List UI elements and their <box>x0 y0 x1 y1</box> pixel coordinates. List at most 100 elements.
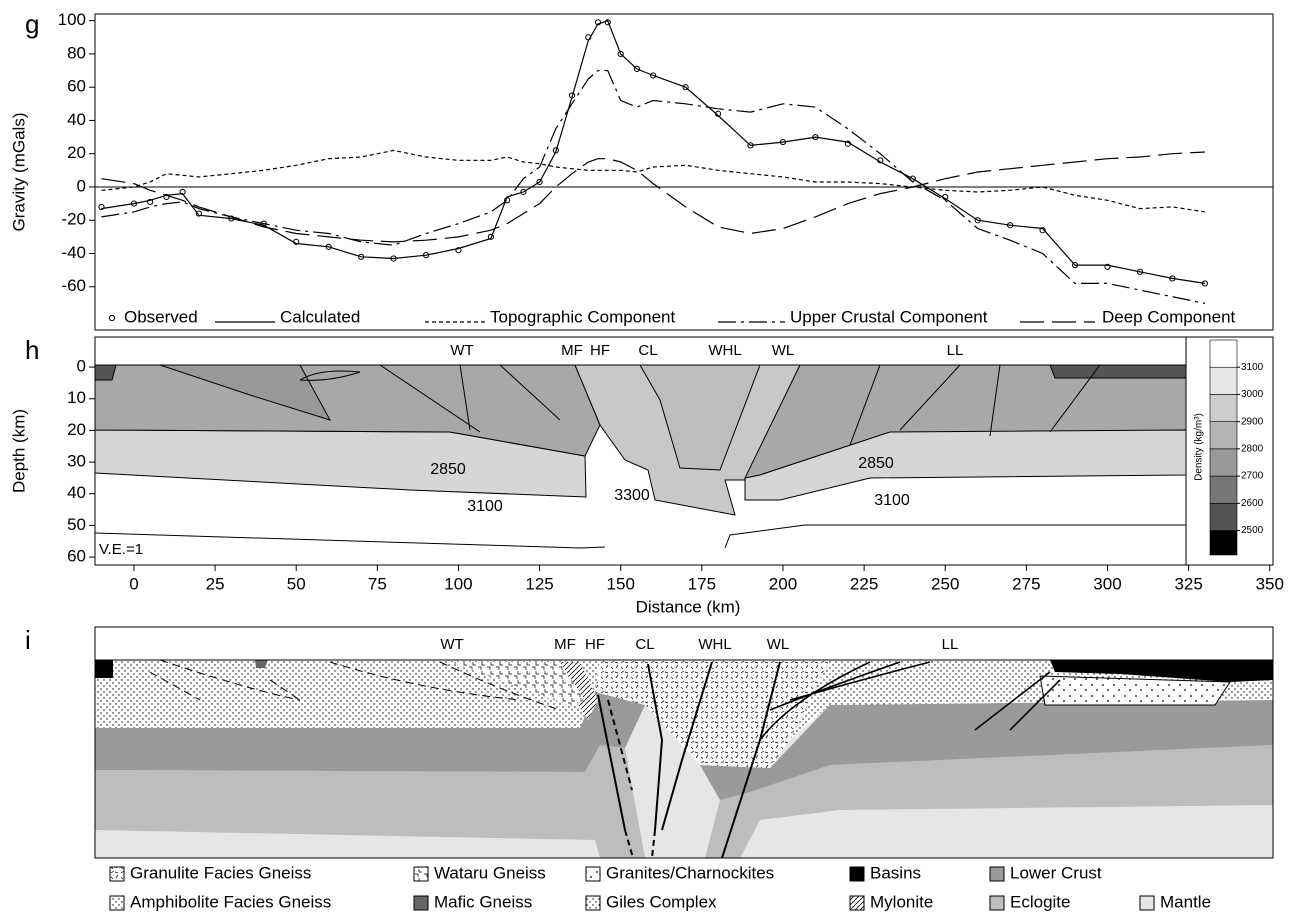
colorbar-band <box>1210 449 1237 476</box>
figure: ghi-60-40-20020406080100Gravity (mGals)O… <box>0 0 1292 919</box>
note: V.E.=1 <box>99 541 143 558</box>
y-tick-label: -40 <box>61 243 86 262</box>
fault-label: HF <box>590 342 610 359</box>
legend-swatch <box>110 867 124 881</box>
x-tick-label: 50 <box>287 574 306 593</box>
x-tick-label: 125 <box>525 574 553 593</box>
y-tick-label: 60 <box>67 77 86 96</box>
density-label: 3100 <box>467 498 503 515</box>
fault-label: WL <box>772 342 795 359</box>
colorbar-band <box>1210 476 1237 503</box>
legend-label: Giles Complex <box>606 892 717 911</box>
colorbar-label: Density (kg/m³) <box>1194 413 1205 481</box>
density-label: 2850 <box>430 461 466 478</box>
fault-label: MF <box>554 636 576 653</box>
panel-g-frame <box>95 14 1273 330</box>
y-tick-label: -20 <box>61 210 86 229</box>
colorbar-band <box>1210 422 1237 449</box>
legend-swatch <box>990 896 1004 910</box>
legend-label: Amphibolite Facies Gneiss <box>130 892 331 911</box>
x-tick-label: 200 <box>769 574 797 593</box>
y-tick-label: 0 <box>77 357 86 376</box>
fault-label: MF <box>561 342 583 359</box>
legend-label: Topographic Component <box>490 307 676 326</box>
legend-swatch <box>850 867 864 881</box>
legend-label: Lower Crust <box>1010 863 1102 882</box>
series-line <box>102 21 1205 284</box>
y-tick-label: 60 <box>67 547 86 566</box>
y-tick-label: 20 <box>67 420 86 439</box>
legend-swatch <box>110 896 124 910</box>
legend-label: Mantle <box>1160 892 1211 911</box>
y-axis-label: Depth (km) <box>9 409 28 493</box>
colorbar-tick-label: 3000 <box>1241 389 1264 400</box>
x-tick-label: 0 <box>129 574 138 593</box>
y-tick-label: 30 <box>67 452 86 471</box>
panel-letter: h <box>25 335 39 365</box>
x-tick-label: 300 <box>1093 574 1121 593</box>
x-tick-label: 100 <box>444 574 472 593</box>
fault-label: CL <box>638 342 657 359</box>
colorbar-band <box>1210 503 1237 530</box>
legend-swatch <box>414 896 428 910</box>
legend-label: Upper Crustal Component <box>790 307 988 326</box>
x-tick-label: 150 <box>607 574 635 593</box>
colorbar-tick-label: 2700 <box>1241 471 1264 482</box>
y-axis-label: Gravity (mGals) <box>9 113 28 232</box>
y-tick-label: 10 <box>67 388 86 407</box>
y-tick-label: 20 <box>67 143 86 162</box>
fault-label: WHL <box>708 342 741 359</box>
fault-label: LL <box>947 342 964 359</box>
density-label: 3300 <box>614 487 650 504</box>
colorbar-band <box>1210 340 1237 367</box>
fault-label: CL <box>635 636 654 653</box>
x-tick-label: 25 <box>206 574 225 593</box>
colorbar-tick-label: 2800 <box>1241 444 1264 455</box>
x-tick-label: 325 <box>1174 574 1202 593</box>
legend-label: Observed <box>124 307 198 326</box>
legend-swatch <box>586 867 600 881</box>
fault-label: LL <box>942 636 959 653</box>
legend-label: Mylonite <box>870 892 933 911</box>
legend-swatch <box>850 896 864 910</box>
legend-label: Eclogite <box>1010 892 1070 911</box>
y-tick-label: -60 <box>61 276 86 295</box>
y-tick-label: 50 <box>67 515 86 534</box>
colorbar-tick-label: 2900 <box>1241 416 1264 427</box>
y-tick-label: 40 <box>67 110 86 129</box>
fault-label: WL <box>767 636 790 653</box>
colorbar-tick-label: 2600 <box>1241 498 1264 509</box>
legend-label: Granulite Facies Gneiss <box>130 863 311 882</box>
density-label: 3100 <box>874 492 910 509</box>
panel-letter: g <box>25 9 39 39</box>
basin <box>95 660 113 678</box>
legend-label: Wataru Gneiss <box>434 863 546 882</box>
colorbar-band <box>1210 367 1237 394</box>
density-label: 2850 <box>858 455 894 472</box>
page: ghi-60-40-20020406080100Gravity (mGals)O… <box>0 0 1292 919</box>
x-axis-label: Distance (km) <box>636 597 741 616</box>
fault-label: HF <box>585 636 605 653</box>
colorbar-tick-label: 3100 <box>1241 362 1264 373</box>
legend-label: Deep Component <box>1102 307 1236 326</box>
fault-label: WHL <box>698 636 731 653</box>
x-tick-label: 175 <box>688 574 716 593</box>
legend-label: Mafic Gneiss <box>434 892 532 911</box>
legend-swatch <box>1140 896 1154 910</box>
legend-swatch <box>990 867 1004 881</box>
colorbar-tick-label: 2500 <box>1241 525 1264 536</box>
x-tick-label: 350 <box>1256 574 1284 593</box>
panel-letter: i <box>25 625 31 655</box>
legend-swatch <box>414 867 428 881</box>
fault-label: WT <box>440 636 463 653</box>
y-tick-label: 100 <box>58 10 86 29</box>
colorbar-band <box>1210 531 1237 555</box>
y-tick-label: 80 <box>67 43 86 62</box>
layer <box>95 365 116 380</box>
legend-swatch <box>586 896 600 910</box>
series-line <box>102 150 1205 212</box>
colorbar-band <box>1210 394 1237 421</box>
section-h <box>95 337 1273 565</box>
x-tick-label: 75 <box>368 574 387 593</box>
y-tick-label: 0 <box>77 176 86 195</box>
